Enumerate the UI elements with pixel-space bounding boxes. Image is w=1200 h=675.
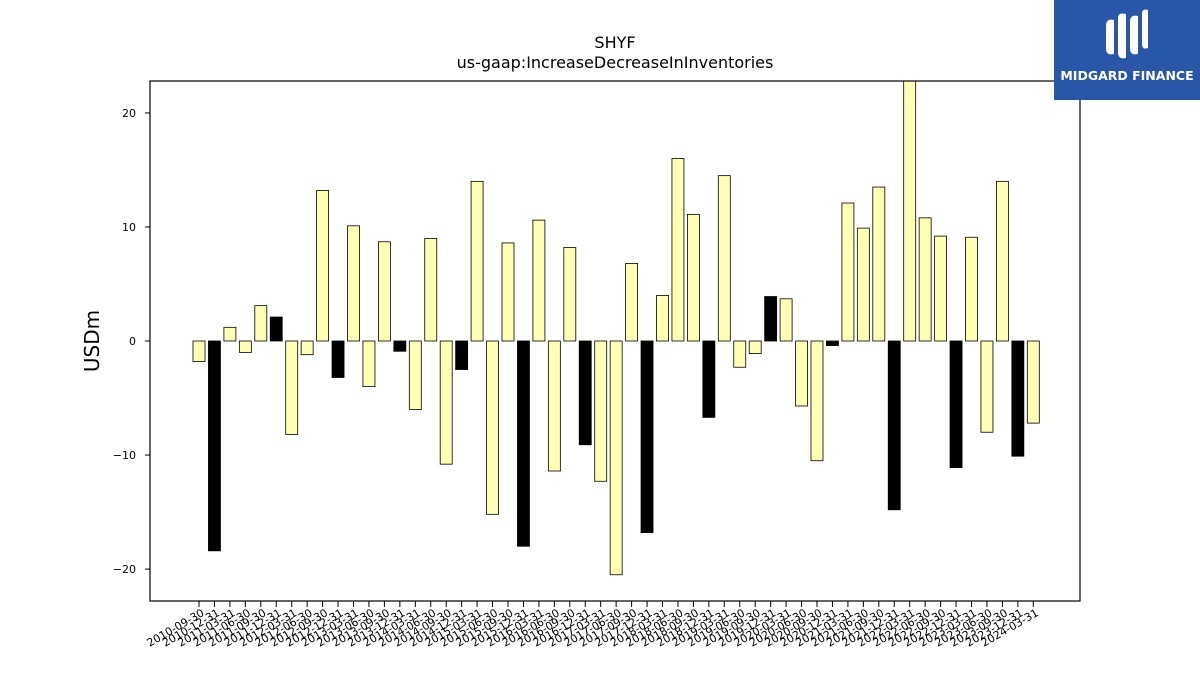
bar-2022-06-30 bbox=[918, 217, 932, 342]
bar-2021-06-30 bbox=[856, 227, 870, 342]
bar-2023-06-30 bbox=[980, 340, 994, 433]
bar-2013-12-31 bbox=[393, 340, 407, 352]
bar-2014-03-31 bbox=[408, 340, 422, 410]
bar-2017-12-31 bbox=[640, 340, 654, 533]
bar-2017-03-31 bbox=[594, 340, 608, 482]
y-tick-label: 10 bbox=[122, 221, 136, 234]
bar-2016-06-30 bbox=[547, 340, 561, 472]
bar-2022-03-31 bbox=[903, 80, 917, 342]
midgard-logo-icon bbox=[1106, 9, 1148, 59]
bar-2015-09-30 bbox=[501, 242, 515, 342]
bar-2018-06-30 bbox=[671, 158, 685, 342]
bar-2023-09-30 bbox=[996, 180, 1009, 342]
bar-2012-09-30 bbox=[316, 190, 330, 342]
chart-title: SHYF bbox=[594, 33, 636, 52]
bar-2011-06-30 bbox=[238, 340, 252, 353]
y-tick-label: 20 bbox=[122, 107, 136, 120]
bar-2020-09-30 bbox=[810, 340, 824, 462]
bar-2014-06-30 bbox=[424, 237, 438, 342]
bar-2020-03-31 bbox=[779, 298, 793, 342]
y-tick-label: −10 bbox=[113, 449, 136, 462]
bar-2022-12-31 bbox=[949, 340, 963, 468]
bar-2018-12-31 bbox=[702, 340, 716, 418]
bar-2010-12-31 bbox=[208, 340, 221, 552]
bar-2016-12-31 bbox=[578, 340, 592, 446]
bar-2013-06-30 bbox=[362, 340, 376, 388]
y-tick-label: −20 bbox=[113, 563, 136, 576]
bar-2012-06-30 bbox=[300, 340, 314, 356]
bar-2010-09-30 bbox=[192, 340, 206, 362]
bar-2023-12-31 bbox=[1011, 340, 1025, 457]
bar-2012-12-31 bbox=[331, 340, 345, 378]
y-axis-label: USDm bbox=[80, 310, 104, 372]
plot-frame bbox=[149, 80, 1081, 602]
bar-2017-09-30 bbox=[625, 263, 638, 342]
bar-2018-09-30 bbox=[687, 214, 700, 342]
bar-2024-03-31 bbox=[1026, 340, 1040, 424]
bar-2013-09-30 bbox=[377, 241, 391, 342]
bar-2012-03-31 bbox=[285, 340, 299, 435]
bar-2017-06-30 bbox=[609, 340, 623, 576]
bar-2011-03-31 bbox=[223, 326, 237, 342]
bar-2019-06-30 bbox=[733, 340, 747, 368]
bar-2018-03-31 bbox=[656, 294, 669, 342]
x-axis: 2010-09-302010-12-312011-03-312011-06-30… bbox=[145, 601, 1041, 650]
bar-2015-12-31 bbox=[517, 340, 530, 547]
bar-2020-12-31 bbox=[826, 340, 839, 346]
y-tick-label: 0 bbox=[129, 335, 136, 348]
bar-2020-06-30 bbox=[795, 340, 808, 407]
bar-2016-03-31 bbox=[532, 219, 546, 342]
bars-group bbox=[192, 80, 1040, 576]
bar-2021-09-30 bbox=[872, 186, 886, 342]
bar-2014-12-31 bbox=[455, 340, 469, 370]
bar-2021-03-31 bbox=[841, 202, 855, 342]
bar-2023-03-31 bbox=[965, 236, 978, 342]
chart-subtitle: us-gaap:IncreaseDecreaseInInventories bbox=[456, 53, 774, 72]
bar-2019-12-31 bbox=[764, 296, 778, 342]
brand-name: MIDGARD FINANCE bbox=[1060, 68, 1194, 83]
bar-2016-09-30 bbox=[563, 247, 577, 342]
bar-2019-03-31 bbox=[717, 175, 731, 342]
y-axis: −20 −10 0 10 20 bbox=[113, 107, 150, 576]
bar-2019-09-30 bbox=[748, 340, 762, 354]
bar-2013-03-31 bbox=[347, 225, 360, 342]
bar-2022-09-30 bbox=[934, 235, 947, 342]
bar-2021-12-31 bbox=[887, 340, 901, 511]
bar-2015-03-31 bbox=[470, 180, 484, 342]
bar-2011-09-30 bbox=[254, 305, 268, 342]
bar-2015-06-30 bbox=[486, 340, 499, 515]
bar-2011-12-31 bbox=[269, 316, 283, 342]
brand-logo: MIDGARD FINANCE bbox=[1054, 0, 1200, 100]
bar-2014-09-30 bbox=[439, 340, 453, 465]
